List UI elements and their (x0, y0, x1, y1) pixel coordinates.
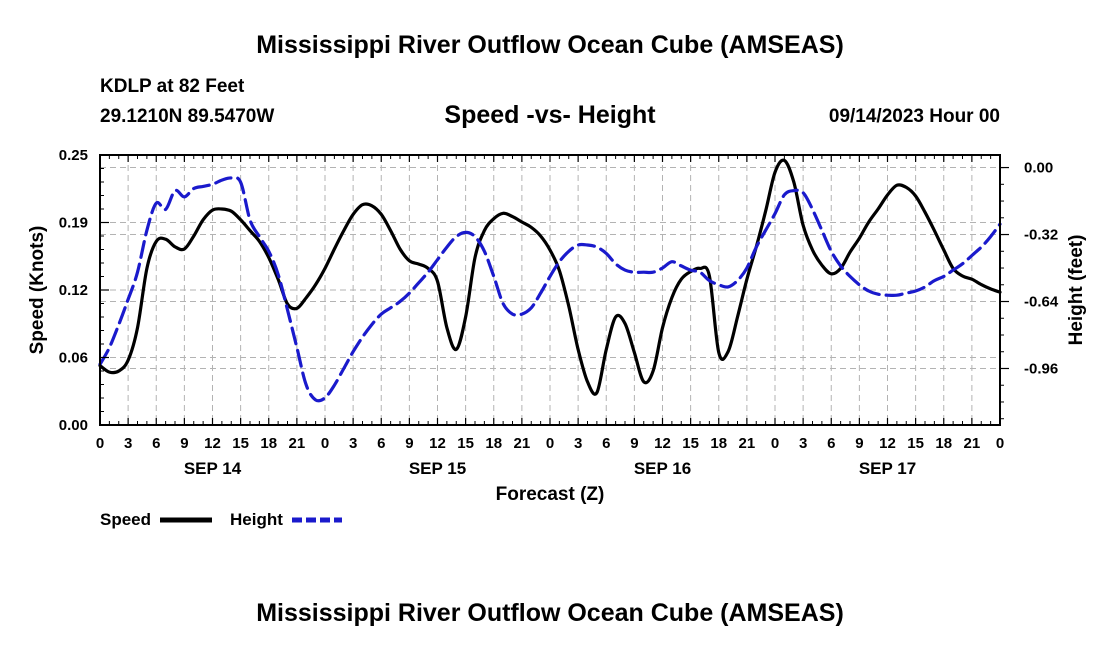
x-tick-label: 18 (710, 435, 727, 452)
x-tick-label: 6 (602, 435, 610, 452)
series-line-height (98, 176, 1002, 403)
x-tick-label: 0 (96, 435, 104, 452)
x-tick-label: 12 (429, 435, 446, 452)
axis-ticks: 0 3 6 9 12 15 18 21 0 3 6 9 12 15 18 21 0 3 6 9 12 15 18 21 0 3 6 9… (59, 147, 1059, 478)
station-label: KDLP at 82 Feet (100, 76, 245, 97)
x-tick-label: 18 (485, 435, 502, 452)
x-tick-label: 6 (152, 435, 160, 452)
y2-tick-label: -0.96 (1024, 360, 1058, 377)
x-tick-label: 15 (907, 435, 924, 452)
chart-subtitle: Speed -vs- Height (444, 101, 656, 129)
y-axis-title-left: Speed (Knots) (27, 226, 48, 355)
x-tick-label: 21 (289, 435, 306, 452)
x-tick-label: 15 (682, 435, 699, 452)
x-axis-title: Forecast (Z) (496, 484, 605, 505)
y-tick-label: 0.06 (59, 350, 88, 367)
series-lines (98, 158, 1002, 403)
x-tick-label: 15 (457, 435, 474, 452)
x-tick-label: 12 (654, 435, 671, 452)
x-tick-label: 0 (546, 435, 554, 452)
coordinates-label: 29.1210N 89.5470W (100, 106, 275, 127)
y2-tick-label: 0.00 (1024, 160, 1053, 177)
x-tick-label: 0 (321, 435, 329, 452)
x-tick-label: 12 (204, 435, 221, 452)
day-label: SEP 14 (184, 459, 242, 478)
x-tick-label: 9 (180, 435, 188, 452)
x-tick-label: 9 (630, 435, 638, 452)
bottom-title: Mississippi River Outflow Ocean Cube (AM… (256, 599, 844, 627)
series-line-speed (98, 158, 1002, 396)
x-tick-label: 18 (935, 435, 952, 452)
legend-speed-label: Speed (100, 510, 151, 529)
x-tick-label: 12 (879, 435, 896, 452)
x-tick-label: 21 (964, 435, 981, 452)
grid (100, 155, 1000, 425)
x-tick-label: 3 (349, 435, 357, 452)
x-tick-label: 6 (377, 435, 385, 452)
x-tick-label: 18 (260, 435, 277, 452)
axis-labels: Forecast (Z) Speed (Knots) Height (feet) (27, 226, 1087, 505)
chart-main-title: Mississippi River Outflow Ocean Cube (AM… (256, 31, 844, 59)
x-tick-label: 9 (855, 435, 863, 452)
y2-tick-label: -0.32 (1024, 227, 1058, 244)
x-tick-label: 3 (574, 435, 582, 452)
forecast-datetime: 09/14/2023 Hour 00 (828, 106, 1000, 127)
day-label: SEP 16 (634, 459, 691, 478)
x-tick-label: 3 (124, 435, 132, 452)
y2-tick-label: -0.64 (1024, 294, 1059, 311)
y-tick-label: 0.00 (59, 417, 88, 434)
x-tick-label: 6 (827, 435, 835, 452)
x-tick-label: 21 (739, 435, 756, 452)
legend: Speed Height (100, 510, 342, 529)
y-tick-label: 0.12 (59, 282, 88, 299)
day-label: SEP 15 (409, 459, 466, 478)
y-tick-label: 0.19 (59, 215, 88, 232)
y-axis-title-right: Height (feet) (1066, 235, 1087, 346)
x-tick-label: 0 (996, 435, 1004, 452)
day-label: SEP 17 (859, 459, 916, 478)
x-tick-label: 0 (771, 435, 779, 452)
x-tick-label: 3 (799, 435, 807, 452)
x-tick-label: 21 (514, 435, 531, 452)
legend-height-label: Height (230, 510, 283, 529)
x-tick-label: 15 (232, 435, 249, 452)
y-tick-label: 0.25 (59, 147, 88, 164)
x-tick-label: 9 (405, 435, 413, 452)
